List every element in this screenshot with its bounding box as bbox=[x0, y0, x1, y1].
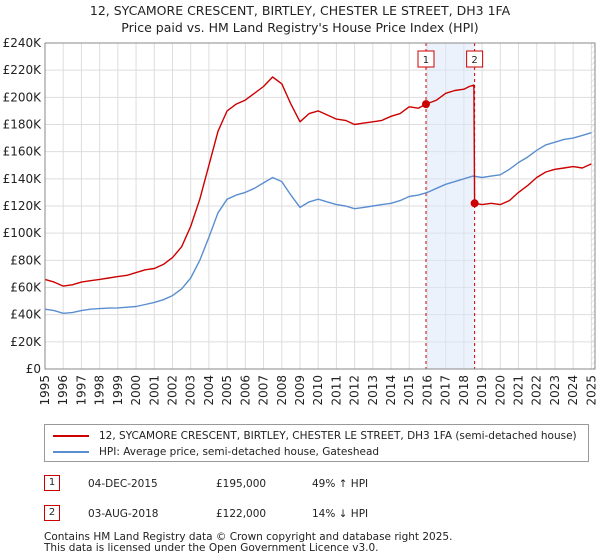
x-tick-label: 2001 bbox=[147, 375, 161, 406]
plot-frame bbox=[44, 42, 596, 370]
sale-date-2: 03-AUG-2018 bbox=[88, 508, 159, 520]
y-tick-label: £20K bbox=[10, 335, 42, 349]
legend-swatch-hpi bbox=[53, 451, 89, 453]
legend-label-property: 12, SYCAMORE CRESCENT, BIRTLEY, CHESTER … bbox=[99, 430, 577, 442]
y-tick-label: £100K bbox=[3, 226, 43, 240]
sale-1-point bbox=[421, 100, 430, 109]
property-price-line bbox=[44, 76, 592, 287]
y-tick-label: £40K bbox=[10, 308, 42, 322]
x-tick-label: 2021 bbox=[512, 375, 526, 406]
x-tick-label: 2005 bbox=[220, 375, 234, 406]
x-tick-label: 2013 bbox=[366, 375, 380, 406]
x-tick-label: 2017 bbox=[439, 375, 453, 406]
x-tick-label: 2000 bbox=[129, 375, 143, 406]
y-tick-label: £140K bbox=[3, 172, 43, 186]
x-tick-label: 2024 bbox=[566, 375, 580, 406]
hpi-line bbox=[44, 132, 592, 314]
x-tick-label: 2004 bbox=[202, 375, 216, 406]
y-tick-label: £200K bbox=[3, 90, 43, 104]
sale-badge-1: 1 bbox=[44, 475, 60, 491]
x-tick-label: 2012 bbox=[348, 375, 362, 406]
x-tick-label: 2010 bbox=[311, 375, 325, 406]
x-tick-label: 1995 bbox=[38, 375, 52, 406]
sale-price-1: £195,000 bbox=[216, 478, 267, 490]
sale-date-1: 04-DEC-2015 bbox=[88, 478, 158, 490]
sale-2-badge-label: 2 bbox=[471, 55, 477, 66]
price-chart: 1 2 £0 £20K £40K £60K £80K £100K £120K £140K £160… bbox=[3, 36, 599, 406]
chart-title: 12, SYCAMORE CRESCENT, BIRTLEY, CHESTER … bbox=[0, 2, 600, 36]
x-tick-label: 2025 bbox=[584, 375, 598, 406]
y-tick-label: £180K bbox=[3, 118, 43, 132]
footer-line-2: This data is licensed under the Open Gov… bbox=[44, 542, 379, 554]
legend: 12, SYCAMORE CRESCENT, BIRTLEY, CHESTER … bbox=[44, 424, 589, 462]
x-tick-label: 2015 bbox=[402, 375, 416, 406]
x-tick-label: 2020 bbox=[493, 375, 507, 406]
sale-price-2: £122,000 bbox=[216, 508, 267, 520]
x-tick-label: 1996 bbox=[56, 375, 70, 406]
y-tick-label: £0 bbox=[26, 362, 41, 376]
sale-2-point bbox=[470, 199, 479, 208]
sale-hpi-1: 49% ↑ HPI bbox=[312, 478, 369, 490]
y-tick-label: £240K bbox=[3, 36, 43, 50]
footer: Contains HM Land Registry data © Crown c… bbox=[44, 532, 452, 554]
x-tick-label: 2003 bbox=[184, 375, 198, 406]
sale-hpi-2: 14% ↓ HPI bbox=[312, 508, 369, 520]
x-tick-label: 1998 bbox=[93, 375, 107, 406]
x-tick-label: 2022 bbox=[530, 375, 544, 406]
x-tick-label: 2006 bbox=[238, 375, 252, 406]
legend-swatch-property bbox=[53, 435, 89, 437]
legend-label-hpi: HPI: Average price, semi-detached house,… bbox=[99, 446, 380, 458]
y-tick-label: £220K bbox=[3, 63, 43, 77]
sale-badge-2: 2 bbox=[44, 505, 60, 521]
y-tick-label: £80K bbox=[10, 253, 42, 267]
footer-line-1: Contains HM Land Registry data © Crown c… bbox=[44, 531, 453, 543]
sale-1-badge-box bbox=[417, 50, 435, 68]
sale-2-badge-box bbox=[466, 50, 484, 68]
y-tick-label: £120K bbox=[3, 199, 43, 213]
x-tick-label: 2007 bbox=[257, 375, 271, 406]
x-tick-label: 1997 bbox=[74, 375, 88, 406]
title-line-1: 12, SYCAMORE CRESCENT, BIRTLEY, CHESTER … bbox=[89, 3, 511, 18]
x-tick-label: 2011 bbox=[329, 375, 343, 406]
forecast-hatch bbox=[591, 43, 595, 369]
y-tick-label: £60K bbox=[10, 281, 42, 295]
x-tick-label: 2023 bbox=[548, 375, 562, 406]
sale-1-badge-label: 1 bbox=[423, 55, 429, 66]
y-tick-label: £160K bbox=[3, 145, 43, 159]
x-tick-label: 2018 bbox=[457, 375, 471, 406]
x-tick-label: 2019 bbox=[475, 375, 489, 406]
title-line-2: Price paid vs. HM Land Registry's House … bbox=[121, 20, 479, 35]
x-tick-label: 2008 bbox=[275, 375, 289, 406]
x-tick-label: 2002 bbox=[165, 375, 179, 406]
x-tick-label: 2009 bbox=[293, 375, 307, 406]
x-tick-label: 1999 bbox=[111, 375, 125, 406]
sale-span-shade bbox=[425, 43, 475, 369]
x-tick-label: 2016 bbox=[420, 375, 434, 406]
x-tick-label: 2014 bbox=[384, 375, 398, 406]
